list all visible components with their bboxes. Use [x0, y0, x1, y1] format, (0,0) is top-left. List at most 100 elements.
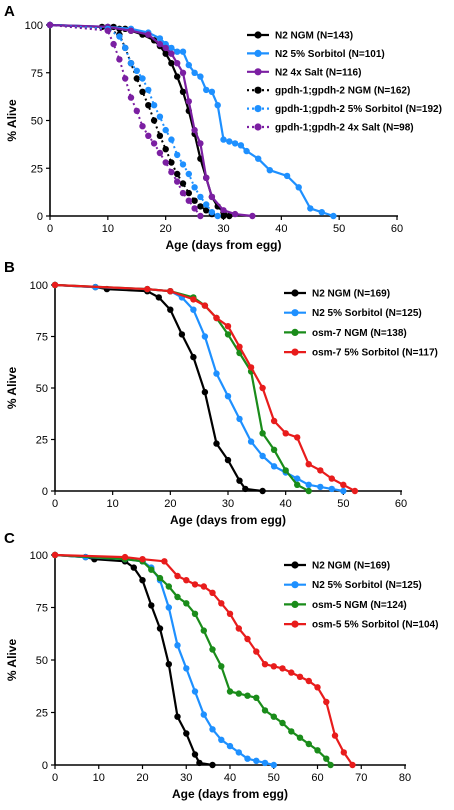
data-point — [224, 323, 232, 330]
x-tick-label: 60 — [391, 223, 403, 235]
x-tick-label: 20 — [160, 223, 172, 235]
data-point — [247, 438, 255, 445]
data-point — [261, 759, 269, 767]
panel-letter: B — [4, 259, 15, 276]
data-point — [183, 730, 190, 737]
series-osm-7-ngm-n-138 — [51, 281, 312, 495]
data-point — [247, 364, 255, 371]
data-point — [155, 294, 162, 301]
data-point — [270, 663, 277, 670]
legend-label: gpdh-1;gpdh-2 5% Sorbitol (N=192) — [275, 104, 442, 115]
x-tick-label: 0 — [47, 223, 53, 235]
data-point — [191, 751, 199, 758]
data-point — [139, 123, 146, 130]
data-point — [209, 589, 216, 596]
data-point — [328, 475, 335, 482]
data-point — [270, 446, 278, 453]
data-point — [183, 577, 190, 584]
data-point — [145, 102, 152, 109]
data-point — [139, 556, 146, 563]
data-point — [249, 212, 256, 220]
data-point — [224, 456, 232, 464]
data-point — [197, 73, 204, 80]
data-point — [168, 50, 175, 57]
legend-label: osm-5 5% Sorbitol (N=104) — [312, 620, 438, 631]
data-point — [197, 212, 204, 220]
legend-item: osm-7 5% Sorbitol (N=117) — [284, 348, 438, 359]
data-point — [317, 483, 324, 491]
data-point — [197, 140, 204, 147]
data-point — [156, 113, 164, 120]
data-point — [305, 481, 312, 488]
data-point — [317, 467, 324, 474]
data-point — [162, 50, 169, 57]
data-point — [259, 487, 266, 495]
data-point — [201, 388, 209, 396]
data-point — [179, 48, 187, 55]
data-point — [305, 677, 312, 685]
y-tick-label: 75 — [31, 68, 43, 80]
data-point — [150, 102, 158, 109]
data-point — [351, 487, 359, 495]
legend-label: N2 5% Sorbitol (N=101) — [275, 49, 385, 60]
y-tick-label: 25 — [36, 435, 48, 447]
legend-item: N2 5% Sorbitol (N=125) — [284, 580, 422, 591]
data-point — [235, 749, 242, 756]
legend-item: gpdh-1;gpdh-2 NGM (N=162) — [247, 86, 410, 97]
data-point — [190, 296, 197, 303]
legend-swatch-marker — [254, 86, 262, 94]
x-tick-label: 70 — [355, 772, 367, 784]
data-point — [191, 205, 198, 212]
data-point — [174, 48, 181, 55]
legend-swatch-marker — [291, 581, 299, 589]
data-point — [226, 138, 233, 145]
x-tick-label: 30 — [217, 223, 229, 235]
data-point — [174, 178, 181, 185]
x-tick-label: 80 — [399, 772, 411, 784]
legend-item: N2 NGM (N=169) — [284, 289, 390, 300]
data-point — [259, 430, 266, 437]
data-point — [148, 602, 155, 609]
data-point — [235, 690, 242, 697]
data-point — [122, 75, 129, 82]
data-point — [197, 203, 204, 210]
data-point — [294, 481, 301, 488]
data-point — [218, 736, 225, 743]
data-point — [127, 94, 135, 101]
y-tick-label: 0 — [42, 760, 48, 772]
legend-label: N2 5% Sorbitol (N=125) — [312, 308, 422, 319]
legend-label: N2 NGM (N=169) — [312, 289, 390, 300]
data-point — [156, 149, 164, 157]
data-point — [328, 485, 335, 493]
x-tick-label: 20 — [164, 498, 176, 510]
data-point — [236, 477, 243, 484]
data-point — [244, 635, 251, 643]
data-point — [243, 147, 250, 155]
x-tick-label: 50 — [337, 498, 349, 510]
panel-a: A 0 10 20 30 40 50 60 0 25 50 75 100 Age (days from e… — [4, 3, 442, 252]
data-point — [209, 761, 216, 769]
series-n2-ngm-n-169 — [51, 551, 216, 769]
data-point — [183, 600, 190, 607]
x-tick-label: 30 — [222, 498, 234, 510]
series-line — [54, 283, 356, 492]
legend-swatch-marker — [291, 620, 299, 628]
data-point — [318, 209, 325, 216]
series-osm-5-5-sorbitol-n-104 — [51, 551, 356, 769]
data-point — [191, 69, 198, 77]
data-point — [213, 440, 220, 447]
data-point — [270, 463, 278, 470]
panel-b: B 0 10 20 30 40 50 60 0 25 50 75 100 Age (days from e… — [4, 259, 438, 527]
y-axis-title: % Alive — [5, 639, 19, 682]
data-point — [174, 170, 181, 178]
legend-swatch-marker — [254, 105, 262, 113]
data-point — [174, 151, 181, 159]
legend-swatch-marker — [254, 123, 262, 131]
y-tick-label: 25 — [31, 163, 43, 175]
legend-swatch-marker — [291, 561, 299, 569]
x-tick-label: 10 — [107, 498, 119, 510]
data-point — [185, 197, 192, 204]
data-point — [214, 212, 221, 220]
data-point — [167, 306, 174, 313]
